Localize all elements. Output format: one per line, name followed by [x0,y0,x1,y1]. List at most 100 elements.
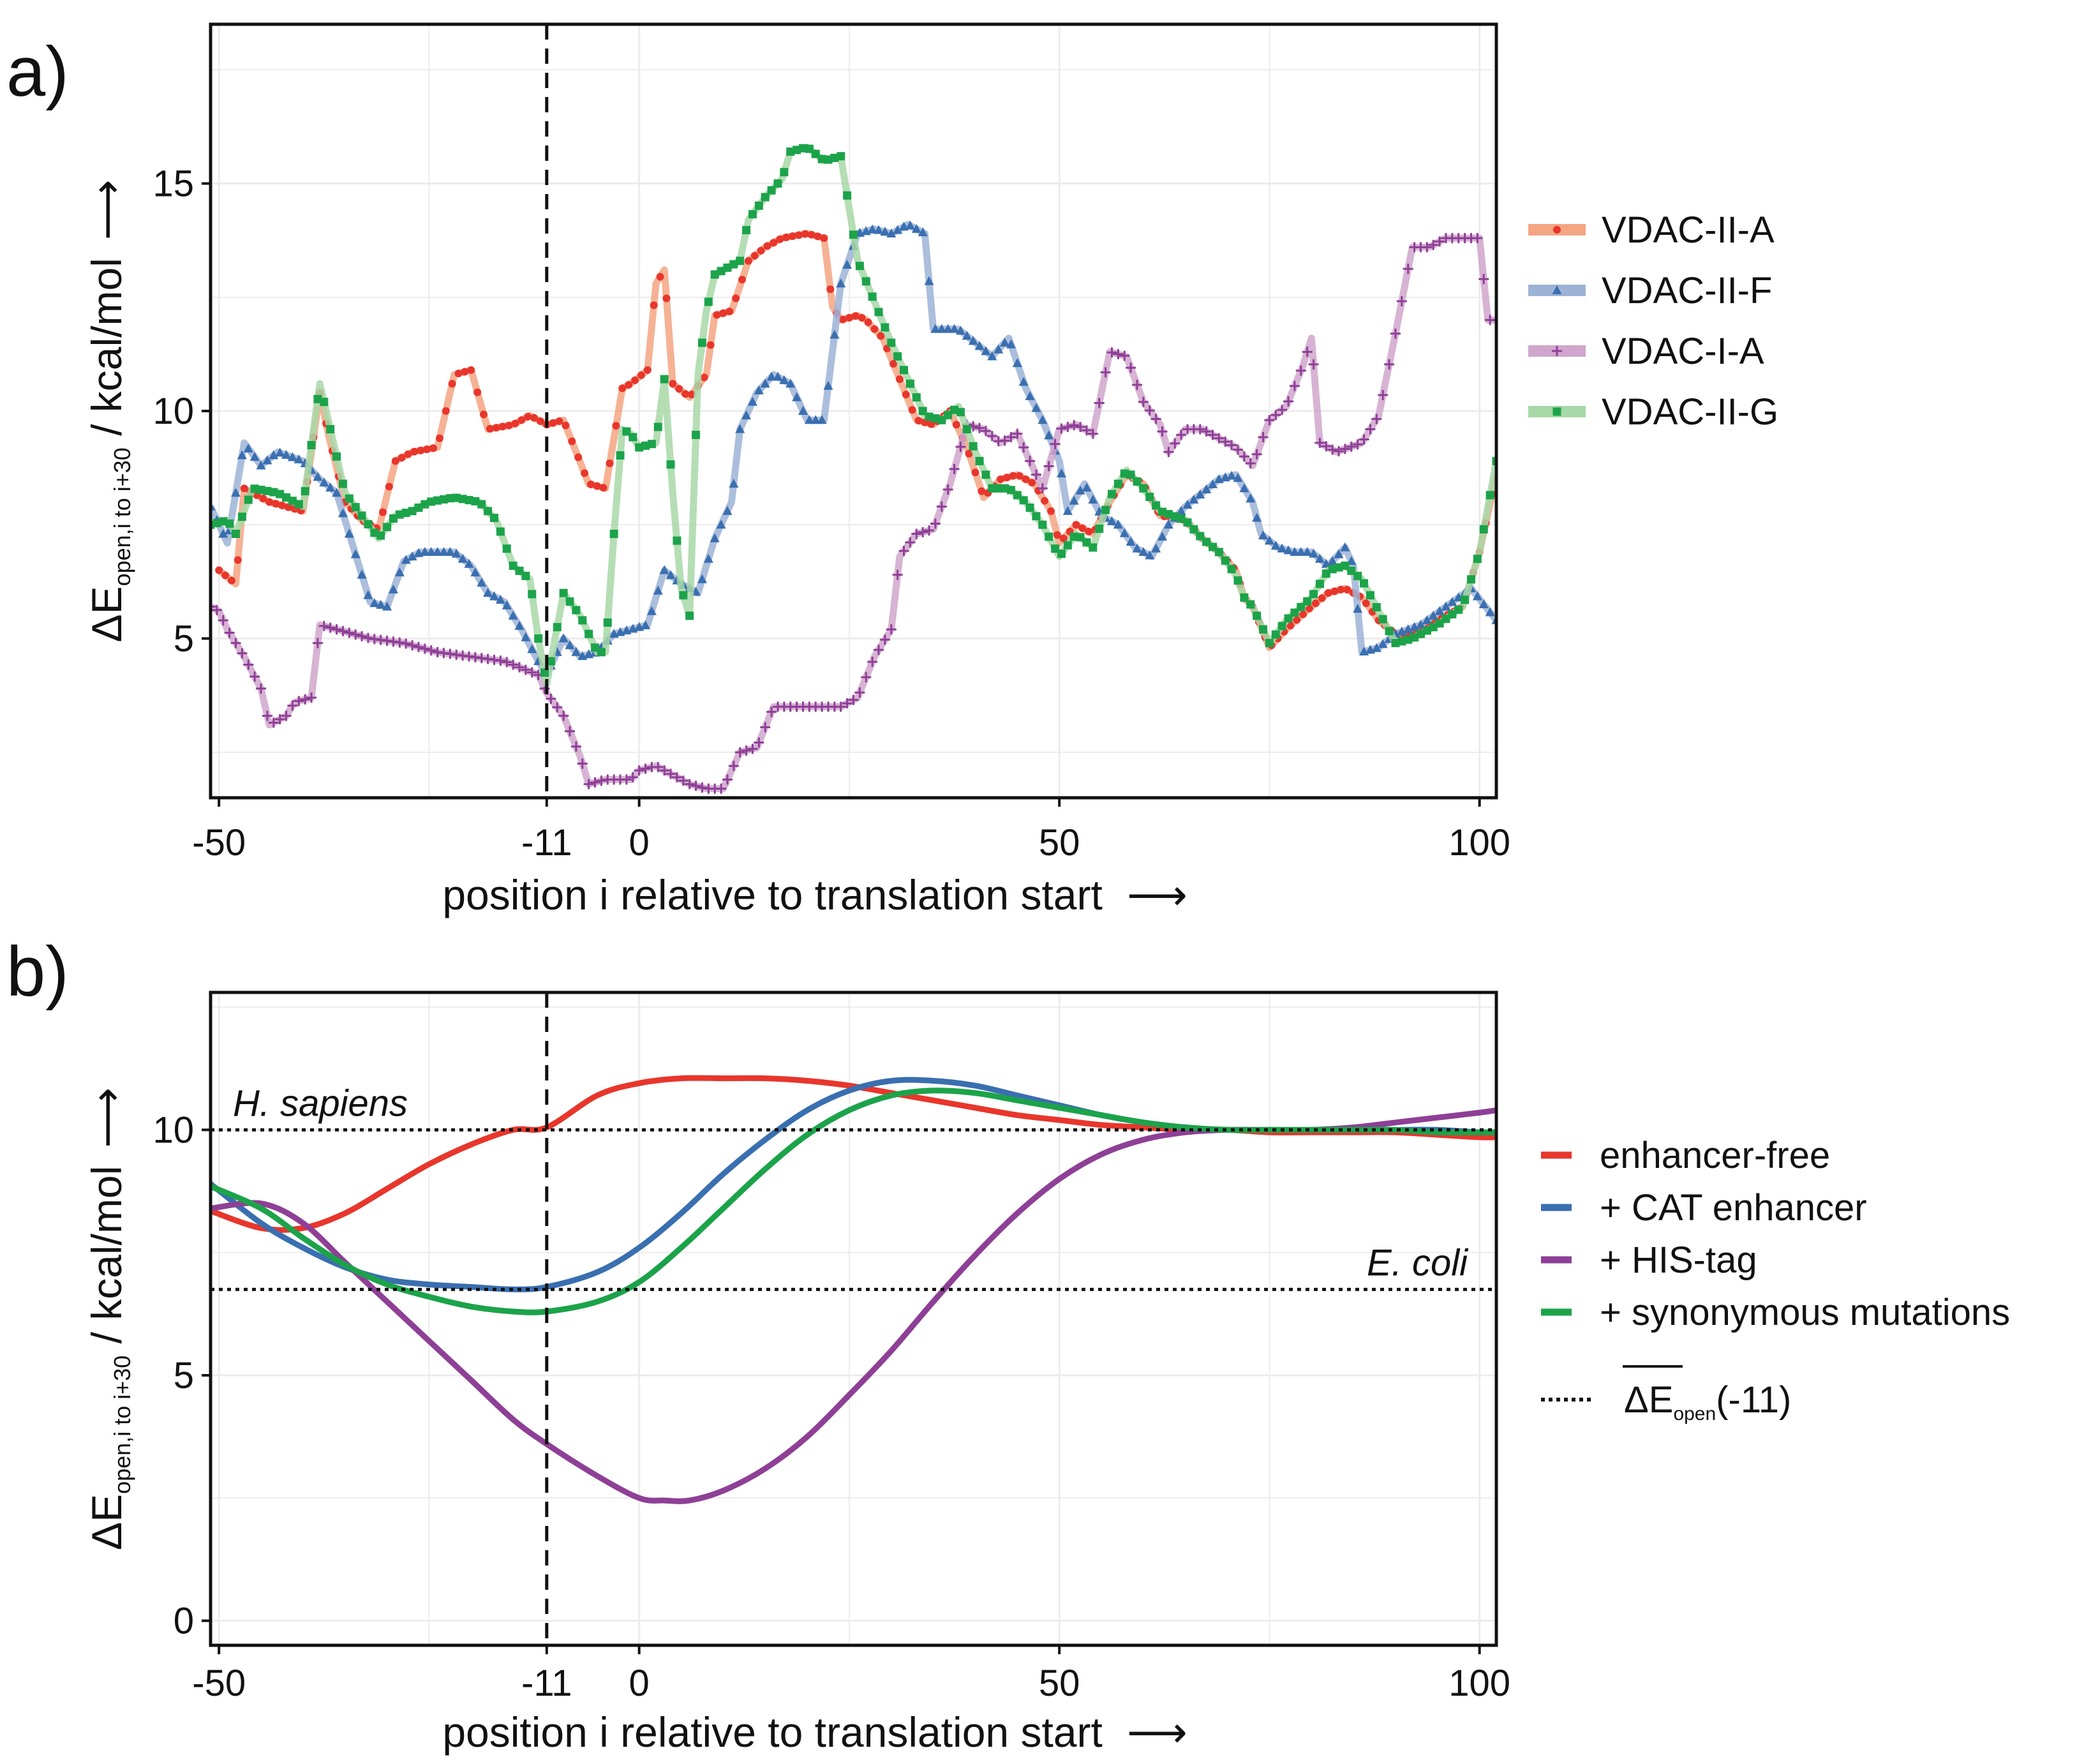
data-point-marker [1422,626,1431,635]
y-axis: 0 5 10 [153,1109,211,1642]
data-point-marker [511,419,519,428]
data-point-marker [880,227,890,236]
x-tick-label: 100 [1448,822,1510,863]
data-point-marker [867,657,878,668]
data-point-marker [326,425,335,434]
data-point-marker [1390,328,1401,339]
data-point-marker [1051,544,1060,553]
data-point-marker [1157,531,1167,541]
data-point-marker [1126,536,1136,546]
data-point-marker [388,584,398,594]
data-point-marker [760,722,771,733]
series-vdac-ii-g [211,144,1496,688]
data-point-marker [586,480,595,488]
data-point-marker [521,571,530,580]
data-point-marker [807,230,815,239]
data-point-marker [445,547,455,557]
data-point-marker [546,657,555,666]
y-axis-title-unit: / kcal/mol [83,1166,130,1356]
data-point-marker [281,710,292,721]
data-point-marker [452,493,461,502]
data-point-marker [640,763,651,774]
data-point-marker [1321,569,1330,578]
data-point-marker [421,500,429,509]
data-point-marker [1314,553,1325,563]
data-point-marker [1397,637,1406,646]
data-point-marker [1078,524,1087,532]
data-point-marker [848,694,859,705]
data-point-marker [225,519,234,528]
data-point-marker [1012,428,1023,439]
data-point-marker [1403,624,1413,634]
data-point-marker [1076,533,1085,542]
data-point-marker [1359,434,1369,445]
data-point-marker [577,758,588,769]
data-point-marker [975,456,984,465]
data-point-marker [524,412,532,421]
data-point-marker [779,375,789,384]
legend-swatch-marker [1552,285,1562,294]
data-point-marker [528,590,537,599]
data-point-marker [243,659,254,670]
data-point-marker [526,667,537,678]
y-axis-arrow: ⟶ [83,180,130,241]
data-point-marker [517,416,526,424]
data-point-marker [766,706,777,717]
data-point-marker [914,417,923,425]
data-point-marker [256,460,266,470]
legend-item: VDAC-II-G [1528,391,1778,433]
data-point-marker [312,638,323,648]
data-point-marker [1283,396,1294,407]
data-point-marker [1378,639,1388,648]
data-point-marker [1006,486,1015,495]
data-point-marker [789,232,797,241]
data-point-marker [1038,520,1047,529]
data-point-marker [893,225,903,234]
data-point-marker [1163,519,1173,529]
data-point-marker [1233,444,1244,455]
data-point-marker [956,408,965,417]
data-point-marker [669,380,677,388]
data-point-marker [684,779,695,789]
data-point-marker [549,419,557,427]
data-point-marker [1286,622,1295,630]
data-point-marker [1176,430,1187,440]
data-point-marker [212,519,221,528]
data-point-marker [728,761,739,772]
data-point-marker [565,726,576,736]
data-point-marker [1454,605,1463,614]
data-point-marker [898,546,909,557]
data-point-marker [801,230,809,238]
data-point-marker [407,640,418,651]
chart-panel-b: H. sapiens E. coli -50 -11 0 50 100 0 5 10 positio… [83,990,2010,1756]
y-axis-title-symbol: ΔE [83,1494,130,1550]
data-point-marker [1018,442,1029,453]
data-point-marker [678,775,689,786]
data-point-marker [1082,482,1092,492]
data-point-marker [616,451,625,460]
data-point-marker [243,443,253,452]
plot-frame [209,990,1498,1647]
data-point-marker [404,450,412,458]
data-point-marker [949,463,960,474]
data-point-marker [881,323,890,332]
legend-item: enhancer-free [1541,1135,1830,1176]
data-point-marker [994,484,1003,493]
data-point-marker [942,484,953,495]
data-point-marker [495,655,506,666]
data-point-marker [918,527,928,537]
data-point-marker [785,378,796,388]
data-point-marker [870,325,879,333]
data-point-marker [467,366,475,374]
data-point-marker [515,566,524,575]
y-axis-title-subscript: open,i to i+30 [109,1356,135,1494]
data-point-marker [988,484,997,493]
data-point-marker [952,421,960,429]
data-point-marker [1385,627,1394,636]
data-point-marker [710,270,719,279]
data-point-marker [1297,602,1306,611]
data-point-marker [276,490,285,498]
data-point-marker [830,329,840,339]
data-point-marker [218,528,228,538]
x-tick-label: 50 [1039,822,1080,863]
